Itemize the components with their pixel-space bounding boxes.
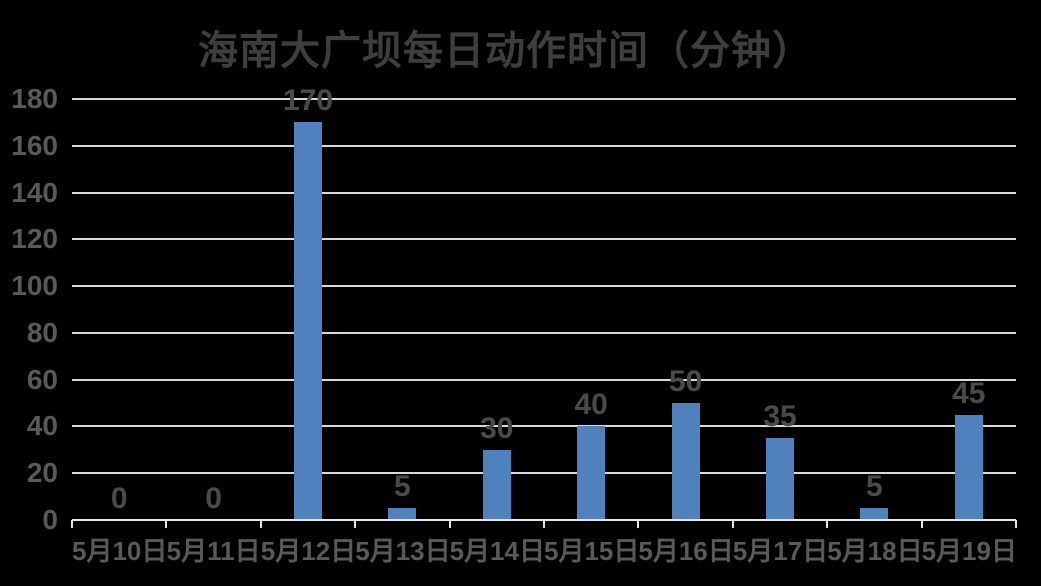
bar [671,403,700,520]
bar-value-label: 35 [763,400,797,434]
x-axis-tick-label: 5月18日 [827,536,923,566]
y-axis-tick-label: 20 [26,457,58,489]
bar-value-label: 50 [668,365,703,399]
x-axis-tick-label: 5月12日 [260,536,357,566]
bar [860,508,889,520]
x-axis-tick [354,520,357,528]
bar [482,449,511,520]
gridline [72,331,1016,334]
bar-value-label: 0 [205,482,222,515]
bar-value-label: 0 [110,482,128,515]
x-axis-tick [731,520,734,528]
y-axis-tick-label: 160 [11,129,58,161]
bar-value-label: 170 [282,84,334,118]
gridline [72,425,1016,428]
x-axis-tick-label: 5月15日 [544,536,640,566]
y-axis-tick-label: 40 [26,410,58,442]
bar-value-label: 30 [480,411,514,445]
x-axis-tick [448,520,451,528]
x-axis-tick-label: 5月10日 [72,536,168,566]
bar [577,426,606,520]
bar [388,508,417,520]
x-axis-tick-label: 5月13日 [355,536,451,566]
y-axis-tick-label: 120 [11,223,58,255]
x-axis-tick-label: 5月19日 [921,536,1017,566]
x-axis-tick [259,520,262,528]
y-axis-tick-label: 0 [42,504,58,535]
bar-value-label: 5 [866,470,883,504]
gridline [72,191,1016,194]
x-axis-tick [543,520,545,528]
x-axis-tick-label: 5月14日 [449,536,545,566]
bar [766,438,794,520]
gridline [72,472,1016,475]
x-axis-tick-label: 5月11日 [166,536,261,566]
chart-title: 海南大广坝每日动作时间（分钟） [198,27,813,74]
x-axis-tick [826,520,829,528]
x-axis-tick [637,520,640,528]
bar [294,122,322,520]
x-axis-tick [1015,520,1017,528]
bar-value-label: 40 [574,388,608,422]
gridline [72,285,1016,288]
y-axis-tick-label: 100 [11,270,58,302]
x-axis-tick [165,520,168,528]
x-axis-tick-label: 5月17日 [732,536,829,566]
bar [954,414,983,520]
y-axis-tick-label: 80 [26,316,58,348]
x-axis-tick [920,520,923,528]
gridline [72,144,1016,147]
y-axis-tick-label: 180 [11,83,58,114]
x-axis-tick [71,520,73,528]
gridline [72,98,1016,100]
x-axis-tick-label: 5月16日 [638,536,734,566]
bar-value-label: 45 [952,376,986,410]
bar-value-label: 5 [394,470,411,504]
gridline [72,238,1016,241]
y-axis-tick-label: 60 [26,363,58,395]
gridline [72,378,1016,381]
y-axis-tick-label: 140 [11,176,58,208]
